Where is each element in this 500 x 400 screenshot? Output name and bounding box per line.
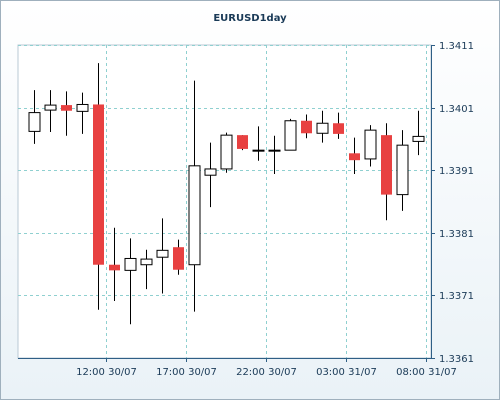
- candle: [396, 130, 409, 211]
- candle-body-down: [61, 105, 72, 111]
- candle: [220, 132, 233, 173]
- candle-body-up: [220, 134, 233, 170]
- candle: [156, 218, 169, 294]
- candle: [333, 112, 344, 139]
- candle-body-up: [140, 258, 153, 266]
- y-tick-label: 1.3381: [439, 229, 474, 240]
- y-tick-label: 1.3371: [439, 291, 474, 302]
- plot-area: [17, 44, 432, 359]
- candle: [93, 63, 104, 310]
- candle-body-down: [301, 120, 312, 134]
- candle-body-up: [204, 168, 217, 176]
- candle-body-up: [412, 135, 425, 142]
- candle-body-up: [124, 257, 137, 271]
- candle: [284, 118, 297, 151]
- candle-body-up: [188, 165, 201, 266]
- x-tick-label: 08:00 31/07: [396, 367, 457, 378]
- candle-body-up: [284, 120, 297, 151]
- y-tick-label: 1.3361: [439, 354, 474, 365]
- candle-body-up: [28, 112, 41, 132]
- axes: [18, 45, 435, 362]
- candle-body-down: [349, 153, 360, 161]
- tick-labels: 1.3361 1.3371 1.3381 1.3391 1.3401 1.3411 12:0…: [76, 41, 474, 378]
- y-tick-label: 1.3391: [439, 166, 474, 177]
- y-tick-label: 1.3401: [439, 104, 474, 115]
- candle-body-up: [316, 122, 329, 134]
- grid-lines: [18, 45, 431, 358]
- candle: [140, 249, 153, 290]
- candle: [61, 91, 72, 136]
- candle: [252, 126, 265, 161]
- candle: [268, 135, 281, 174]
- candle: [316, 110, 329, 143]
- candle-body-down: [381, 135, 392, 195]
- candle: [109, 227, 120, 302]
- x-tick-label: 12:00 30/07: [76, 367, 137, 378]
- candle-body-down: [109, 264, 120, 271]
- x-tick-label: 22:00 30/07: [236, 367, 297, 378]
- candle-body-up: [156, 249, 169, 258]
- candle-body-down: [93, 104, 104, 265]
- candle-body-down: [173, 247, 184, 270]
- candle: [412, 110, 425, 156]
- candle: [204, 142, 217, 208]
- candles: [28, 63, 425, 325]
- candle-body-up: [364, 129, 377, 160]
- candle: [188, 80, 201, 312]
- candle: [76, 92, 89, 134]
- candle-body-up: [268, 149, 281, 152]
- candle: [28, 90, 41, 144]
- candle-body-up: [76, 103, 89, 112]
- candle-body-down: [333, 123, 344, 134]
- candle-body-up: [396, 144, 409, 196]
- candle: [173, 239, 184, 275]
- candle-body-down: [237, 135, 248, 149]
- candle: [364, 125, 377, 167]
- candle: [124, 238, 137, 325]
- x-tick-label: 03:00 31/07: [316, 367, 377, 378]
- candle-body-up: [44, 104, 57, 111]
- candle: [301, 114, 312, 139]
- candle: [349, 137, 360, 174]
- candle: [381, 123, 392, 221]
- x-tick-label: 17:00 30/07: [156, 367, 217, 378]
- chart-title: EURUSD1day: [213, 13, 287, 24]
- candle-body-up: [252, 149, 265, 152]
- candle: [44, 90, 57, 133]
- candle: [237, 135, 248, 151]
- y-tick-label: 1.3411: [439, 41, 474, 52]
